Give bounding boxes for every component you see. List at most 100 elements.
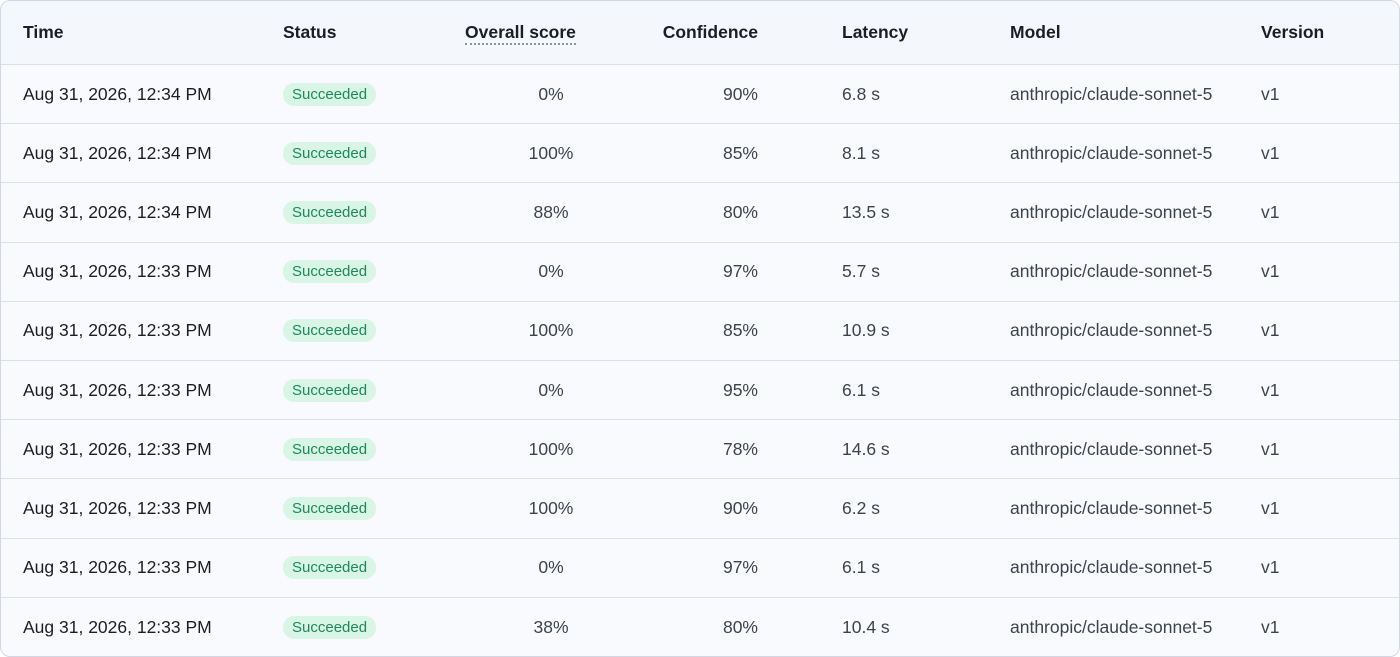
overall-score-cell: 100% <box>528 320 574 341</box>
version-cell: v1 <box>1261 379 1280 400</box>
status-badge: Succeeded <box>283 200 377 224</box>
status-badge: Succeeded <box>283 82 377 106</box>
column-header: Confidence <box>637 22 782 43</box>
overall-score-cell: 100% <box>528 497 574 518</box>
latency-cell: 14.6 s <box>842 438 890 459</box>
status-badge: Succeeded <box>283 437 377 461</box>
column-header-text: Overall score <box>465 22 576 45</box>
column-header: Version <box>1201 22 1399 43</box>
version-cell: v1 <box>1261 320 1280 341</box>
time-cell: Aug 31, 2026, 12:33 PM <box>23 261 212 282</box>
status-cell: Succeeded <box>283 437 465 461</box>
model-cell: anthropic/claude-sonnet-5 <box>1010 379 1213 400</box>
confidence-cell: 80% <box>722 616 758 637</box>
status-cell: Succeeded <box>283 615 465 639</box>
model-cell: anthropic/claude-sonnet-5 <box>1010 616 1213 637</box>
status-badge: Succeeded <box>283 378 377 402</box>
confidence-cell: 90% <box>722 497 758 518</box>
time-cell: Aug 31, 2026, 12:34 PM <box>23 201 212 222</box>
table-row: Aug 31, 2026, 12:34 PM Succeeded 100% 85% 8.… <box>1 124 1399 184</box>
model-cell: anthropic/claude-sonnet-5 <box>1010 497 1213 518</box>
confidence-cell: 97% <box>722 261 758 282</box>
header-row: Time Status Overall score Confidence Latency… <box>1 1 1399 65</box>
time-cell: Aug 31, 2026, 12:33 PM <box>23 557 212 578</box>
version-cell: v1 <box>1261 438 1280 459</box>
column-header-text: Model <box>1010 22 1061 42</box>
table-row: Aug 31, 2026, 12:33 PM Succeeded 0% 97% 5.7 … <box>1 243 1399 302</box>
column-header: Overall score <box>465 22 637 45</box>
column-header-text: Status <box>283 22 337 42</box>
version-cell: v1 <box>1261 201 1280 222</box>
time-cell: Aug 31, 2026, 12:33 PM <box>23 320 212 341</box>
table-row: Aug 31, 2026, 12:33 PM Succeeded 100% 90% 6.… <box>1 479 1399 539</box>
status-badge: Succeeded <box>283 556 377 580</box>
column-header: Model <box>950 22 1201 43</box>
model-cell: anthropic/claude-sonnet-5 <box>1010 438 1213 459</box>
latency-cell: 6.1 s <box>842 379 880 400</box>
latency-cell: 5.7 s <box>842 261 880 282</box>
model-cell: anthropic/claude-sonnet-5 <box>1010 142 1213 163</box>
status-badge: Succeeded <box>283 496 377 520</box>
version-cell: v1 <box>1261 616 1280 637</box>
version-cell: v1 <box>1261 557 1280 578</box>
latency-cell: 6.2 s <box>842 497 880 518</box>
latency-cell: 6.1 s <box>842 557 880 578</box>
status-cell: Succeeded <box>283 319 465 343</box>
model-cell: anthropic/claude-sonnet-5 <box>1010 320 1213 341</box>
latency-cell: 10.9 s <box>842 320 890 341</box>
confidence-cell: 78% <box>722 438 758 459</box>
time-cell: Aug 31, 2026, 12:33 PM <box>23 616 212 637</box>
latency-cell: 10.4 s <box>842 616 890 637</box>
model-cell: anthropic/claude-sonnet-5 <box>1010 261 1213 282</box>
model-cell: anthropic/claude-sonnet-5 <box>1010 83 1213 104</box>
model-cell: anthropic/claude-sonnet-5 <box>1010 557 1213 578</box>
latency-cell: 8.1 s <box>842 142 880 163</box>
overall-score-cell: 88% <box>533 201 569 222</box>
latency-cell: 6.8 s <box>842 83 880 104</box>
status-badge: Succeeded <box>283 615 377 639</box>
overall-score-cell: 0% <box>538 83 564 104</box>
column-header-text: Confidence <box>662 22 758 42</box>
version-cell: v1 <box>1261 83 1280 104</box>
overall-score-cell: 0% <box>538 261 564 282</box>
version-cell: v1 <box>1261 261 1280 282</box>
table-row: Aug 31, 2026, 12:33 PM Succeeded 0% 95% 6.1 … <box>1 361 1399 421</box>
confidence-cell: 95% <box>722 379 758 400</box>
column-header: Time <box>1 22 283 43</box>
time-cell: Aug 31, 2026, 12:33 PM <box>23 379 212 400</box>
time-cell: Aug 31, 2026, 12:33 PM <box>23 438 212 459</box>
column-header-text: Version <box>1261 22 1325 42</box>
overall-score-cell: 100% <box>528 142 574 163</box>
column-header: Latency <box>782 22 950 43</box>
confidence-cell: 85% <box>722 320 758 341</box>
latency-cell: 13.5 s <box>842 201 890 222</box>
confidence-cell: 97% <box>722 557 758 578</box>
status-cell: Succeeded <box>283 260 465 284</box>
version-cell: v1 <box>1261 497 1280 518</box>
status-cell: Succeeded <box>283 141 465 165</box>
status-cell: Succeeded <box>283 496 465 520</box>
status-cell: Succeeded <box>283 556 465 580</box>
status-cell: Succeeded <box>283 82 465 106</box>
confidence-cell: 85% <box>722 142 758 163</box>
time-cell: Aug 31, 2026, 12:34 PM <box>23 83 212 104</box>
confidence-cell: 90% <box>722 83 758 104</box>
status-badge: Succeeded <box>283 141 377 165</box>
column-header-text: Time <box>23 22 64 42</box>
table-row: Aug 31, 2026, 12:34 PM Succeeded 88% 80% 13.… <box>1 183 1399 243</box>
status-badge: Succeeded <box>283 260 377 284</box>
status-cell: Succeeded <box>283 200 465 224</box>
overall-score-cell: 0% <box>538 379 564 400</box>
overall-score-cell: 100% <box>528 438 574 459</box>
table-row: Aug 31, 2026, 12:33 PM Succeeded 100% 78% 14… <box>1 420 1399 480</box>
table-row: Aug 31, 2026, 12:34 PM Succeeded 0% 90% 6.8 … <box>1 65 1399 125</box>
version-cell: v1 <box>1261 142 1280 163</box>
column-header: Status <box>283 22 465 43</box>
status-badge: Succeeded <box>283 319 377 343</box>
overall-score-cell: 38% <box>533 616 569 637</box>
model-cell: anthropic/claude-sonnet-5 <box>1010 201 1213 222</box>
time-cell: Aug 31, 2026, 12:34 PM <box>23 142 212 163</box>
table-row: Aug 31, 2026, 12:33 PM Succeeded 100% 85% 10… <box>1 302 1399 361</box>
